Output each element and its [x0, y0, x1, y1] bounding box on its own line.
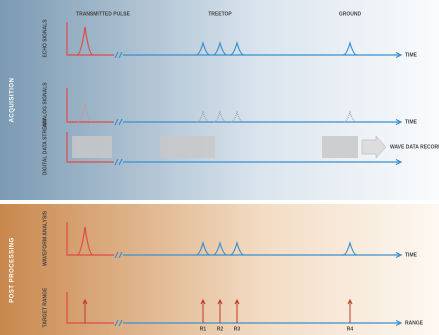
data-block: [72, 136, 112, 158]
peak: [212, 40, 228, 56]
header-label: TRANSMITTED PULSE: [76, 11, 131, 17]
range-arrow: [82, 298, 88, 323]
axis: [123, 319, 403, 327]
header-label: TREETOP: [208, 11, 232, 17]
row-label: TARGET RANGE: [42, 287, 48, 327]
data-block: [322, 136, 358, 158]
range-arrow: [347, 298, 353, 323]
row-label: DIGITAL DATA STREAM: [42, 119, 48, 175]
axis: [123, 158, 403, 166]
break: [114, 158, 123, 166]
acquisition-panel: [0, 0, 439, 200]
peak: [229, 240, 245, 256]
peak: [213, 110, 227, 123]
pulse: [76, 26, 94, 56]
range-label: R1: [200, 326, 207, 332]
peak: [229, 40, 245, 56]
row-label: WAVEFORM ANALYSIS: [42, 210, 48, 266]
row-label: ECHO SIGNALS: [42, 19, 48, 58]
peak: [342, 240, 358, 256]
pulse: [77, 103, 93, 123]
peak: [212, 240, 228, 256]
break: [114, 51, 123, 59]
axis: [66, 22, 114, 56]
range-label: R4: [347, 326, 354, 332]
peak: [195, 40, 211, 56]
axis-label: TIME: [405, 52, 418, 58]
peak: [343, 110, 357, 123]
axis: [66, 88, 114, 123]
axis: [66, 222, 114, 256]
axis: [66, 292, 114, 324]
range-arrow: [217, 298, 223, 323]
peak: [196, 110, 210, 123]
pulse: [76, 226, 94, 256]
peak: [195, 240, 211, 256]
header-label: GROUND: [339, 11, 362, 17]
axis: [123, 251, 403, 259]
section-label: ACQUISITION: [10, 78, 16, 123]
axis-label: TIME: [405, 252, 418, 258]
rows: ECHO SIGNALS TIME ANALOG SIGNALS TIME DIGITA…: [42, 19, 439, 333]
axis-label: WAVE DATA RECORDER: [390, 144, 439, 150]
axis: [123, 51, 403, 59]
break: [114, 251, 123, 259]
break: [114, 118, 123, 126]
range-label: R2: [217, 326, 224, 332]
range-label: R3: [234, 326, 241, 332]
data-block: [160, 136, 215, 158]
axis-label: RANGE: [405, 320, 424, 326]
axis-label: TIME: [405, 119, 418, 125]
row-label: ANALOG SIGNALS: [42, 82, 48, 128]
break: [114, 319, 123, 327]
axis: [123, 118, 403, 126]
peak: [342, 40, 358, 56]
record-arrow: [361, 135, 387, 159]
range-arrow: [234, 298, 240, 323]
range-arrow: [200, 298, 206, 323]
peak: [230, 110, 244, 123]
section-label: POST PROCESSING: [10, 237, 16, 303]
axis: [66, 132, 114, 163]
